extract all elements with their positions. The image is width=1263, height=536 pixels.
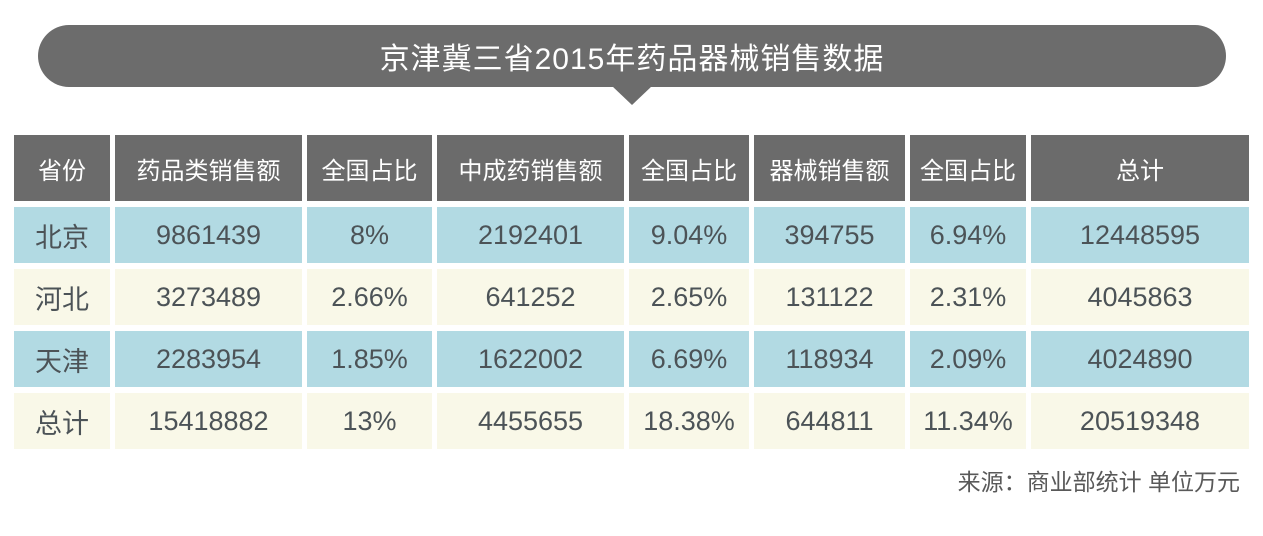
- value-cell: 2.66%: [307, 269, 432, 325]
- value-cell: 2.31%: [910, 269, 1026, 325]
- value-cell: 4045863: [1031, 269, 1249, 325]
- value-cell: 2.09%: [910, 331, 1026, 387]
- value-cell: 641252: [437, 269, 624, 325]
- value-cell: 394755: [754, 207, 905, 263]
- value-cell: 2.65%: [629, 269, 749, 325]
- value-cell: 1622002: [437, 331, 624, 387]
- column-header: 省份: [14, 135, 110, 201]
- value-cell: 11.34%: [910, 393, 1026, 449]
- row-label-cell: 总计: [14, 393, 110, 449]
- column-header: 总计: [1031, 135, 1249, 201]
- column-header: 器械销售额: [754, 135, 905, 201]
- value-cell: 4024890: [1031, 331, 1249, 387]
- source-note: 来源：商业部统计 单位万元: [957, 469, 1240, 495]
- value-cell: 9.04%: [629, 207, 749, 263]
- value-cell: 644811: [754, 393, 905, 449]
- row-label-cell: 河北: [14, 269, 110, 325]
- value-cell: 2283954: [115, 331, 302, 387]
- column-header: 全国占比: [629, 135, 749, 201]
- value-cell: 12448595: [1031, 207, 1249, 263]
- value-cell: 15418882: [115, 393, 302, 449]
- value-cell: 8%: [307, 207, 432, 263]
- value-cell: 6.94%: [910, 207, 1026, 263]
- column-header: 全国占比: [910, 135, 1026, 201]
- value-cell: 118934: [754, 331, 905, 387]
- column-header: 全国占比: [307, 135, 432, 201]
- banner-tail-pointer: [612, 86, 652, 105]
- value-cell: 131122: [754, 269, 905, 325]
- column-header: 药品类销售额: [115, 135, 302, 201]
- row-label-cell: 北京: [14, 207, 110, 263]
- page-title: 京津冀三省2015年药品器械销售数据: [379, 43, 885, 76]
- sales-table: 省份 药品类销售额 全国占比 中成药销售额 全国占比 器械销售额 全国占比 总计 北京 98614…: [14, 135, 1249, 449]
- row-label-cell: 天津: [14, 331, 110, 387]
- value-cell: 9861439: [115, 207, 302, 263]
- value-cell: 4455655: [437, 393, 624, 449]
- value-cell: 20519348: [1031, 393, 1249, 449]
- value-cell: 3273489: [115, 269, 302, 325]
- column-header: 中成药销售额: [437, 135, 624, 201]
- value-cell: 18.38%: [629, 393, 749, 449]
- title-banner: 京津冀三省2015年药品器械销售数据: [38, 25, 1226, 105]
- value-cell: 6.69%: [629, 331, 749, 387]
- value-cell: 13%: [307, 393, 432, 449]
- value-cell: 2192401: [437, 207, 624, 263]
- value-cell: 1.85%: [307, 331, 432, 387]
